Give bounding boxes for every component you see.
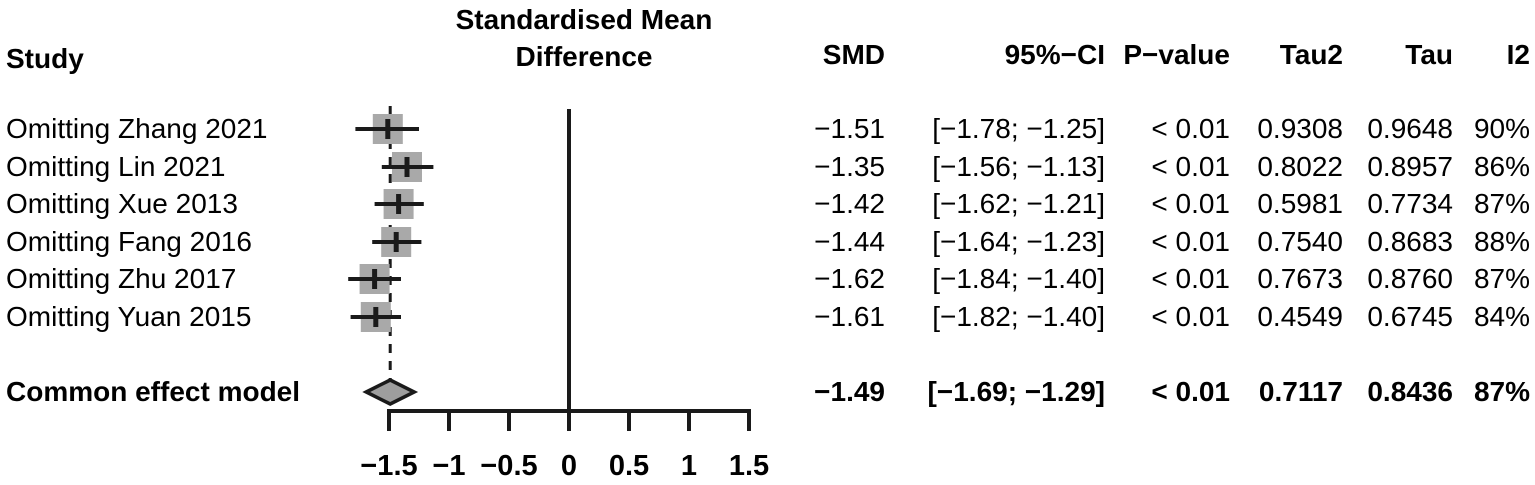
x-axis-tick-label: −0.5 [480,450,537,482]
ci-value: [−1.64; −1.23] [932,226,1105,257]
smd-value: −1.42 [814,188,885,219]
tau-value: 0.8683 [1367,226,1453,257]
column-header-smd: SMD [822,39,885,70]
i2-value: 88% [1473,226,1530,257]
smd-value: −1.35 [814,151,885,182]
study-label: Omitting Yuan 2015 [6,301,252,332]
column-header-pvalue: P−value [1123,39,1230,70]
x-axis-tick-label: −1 [432,450,465,482]
ci-value: [−1.82; −1.40] [932,301,1105,332]
p-value: < 0.01 [1151,151,1230,182]
table-row: Omitting Zhang 2021 −1.51 [−1.78; −1.25]… [0,111,1535,147]
ci-value: [−1.84; −1.40] [932,263,1105,294]
i2-value: 84% [1473,301,1530,332]
x-axis-tick-label: 0 [561,450,577,482]
table-row: Omitting Yuan 2015 −1.61 [−1.82; −1.40] … [0,299,1535,335]
tau2-value: 0.7540 [1257,226,1343,257]
tau2-value: 0.7673 [1257,263,1343,294]
tau-value: 0.7734 [1367,188,1453,219]
study-label: Omitting Fang 2016 [6,226,252,257]
tau2-value: 0.5981 [1257,188,1343,219]
smd-value: −1.44 [814,226,885,257]
table-header-row-study: Study [0,41,1535,77]
i2-value: 90% [1473,113,1530,144]
pooled-smd: −1.49 [814,376,885,407]
smd-value: −1.62 [814,263,885,294]
plot-title-line1: Standardised Mean [455,4,713,35]
pooled-row: Common effect model −1.49 [−1.69; −1.29]… [0,374,1535,410]
column-header-i2: I2 [1506,39,1530,70]
pooled-i2: 87% [1473,376,1530,407]
smd-value: −1.61 [814,301,885,332]
pooled-ci: [−1.69; −1.29] [927,376,1105,407]
plot-title: Standardised Mean Difference [354,1,814,75]
study-label: Omitting Xue 2013 [6,188,238,219]
column-header-ci: 95%−CI [1004,39,1105,70]
ci-value: [−1.56; −1.13] [932,151,1105,182]
i2-value: 87% [1473,188,1530,219]
pooled-tau2: 0.7117 [1258,376,1343,407]
x-axis-tick-label: 1.5 [729,450,769,482]
p-value: < 0.01 [1151,263,1230,294]
p-value: < 0.01 [1151,188,1230,219]
pooled-label: Common effect model [6,376,301,407]
x-axis-tick-label: −1.5 [360,450,417,482]
tau2-value: 0.4549 [1257,301,1343,332]
tau2-value: 0.8022 [1257,151,1343,182]
p-value: < 0.01 [1151,113,1230,144]
tau-value: 0.8957 [1367,151,1453,182]
column-header-tau: Tau [1405,39,1453,70]
tau2-value: 0.9308 [1257,113,1343,144]
ci-value: [−1.62; −1.21] [932,188,1105,219]
ci-value: [−1.78; −1.25] [932,113,1105,144]
x-axis-tick-label: 0.5 [609,450,649,482]
table-row: Omitting Lin 2021 −1.35 [−1.56; −1.13] <… [0,149,1535,185]
tau-value: 0.8760 [1367,263,1453,294]
tau-value: 0.9648 [1367,113,1453,144]
table-row: Omitting Fang 2016 −1.44 [−1.64; −1.23] … [0,224,1535,260]
p-value: < 0.01 [1151,301,1230,332]
i2-value: 86% [1473,151,1530,182]
i2-value: 87% [1473,263,1530,294]
tau-value: 0.6745 [1367,301,1453,332]
column-header-tau2: Tau2 [1279,39,1343,70]
column-header-study: Study [6,43,84,74]
table-row: Omitting Zhu 2017 −1.62 [−1.84; −1.40] <… [0,261,1535,297]
study-label: Omitting Zhu 2017 [6,263,237,294]
p-value: < 0.01 [1151,226,1230,257]
x-axis-tick-label: 1 [681,450,697,482]
table-header-row: SMD 95%−CI P−value Tau2 Tau I2 [0,37,1535,73]
smd-value: −1.51 [814,113,885,144]
plot-title-line2: Difference [515,41,653,72]
study-label: Omitting Lin 2021 [6,151,226,182]
study-label: Omitting Zhang 2021 [6,113,268,144]
pooled-tau: 0.8436 [1367,376,1453,407]
table-row: Omitting Xue 2013 −1.42 [−1.62; −1.21] <… [0,186,1535,222]
pooled-p: < 0.01 [1151,376,1230,407]
